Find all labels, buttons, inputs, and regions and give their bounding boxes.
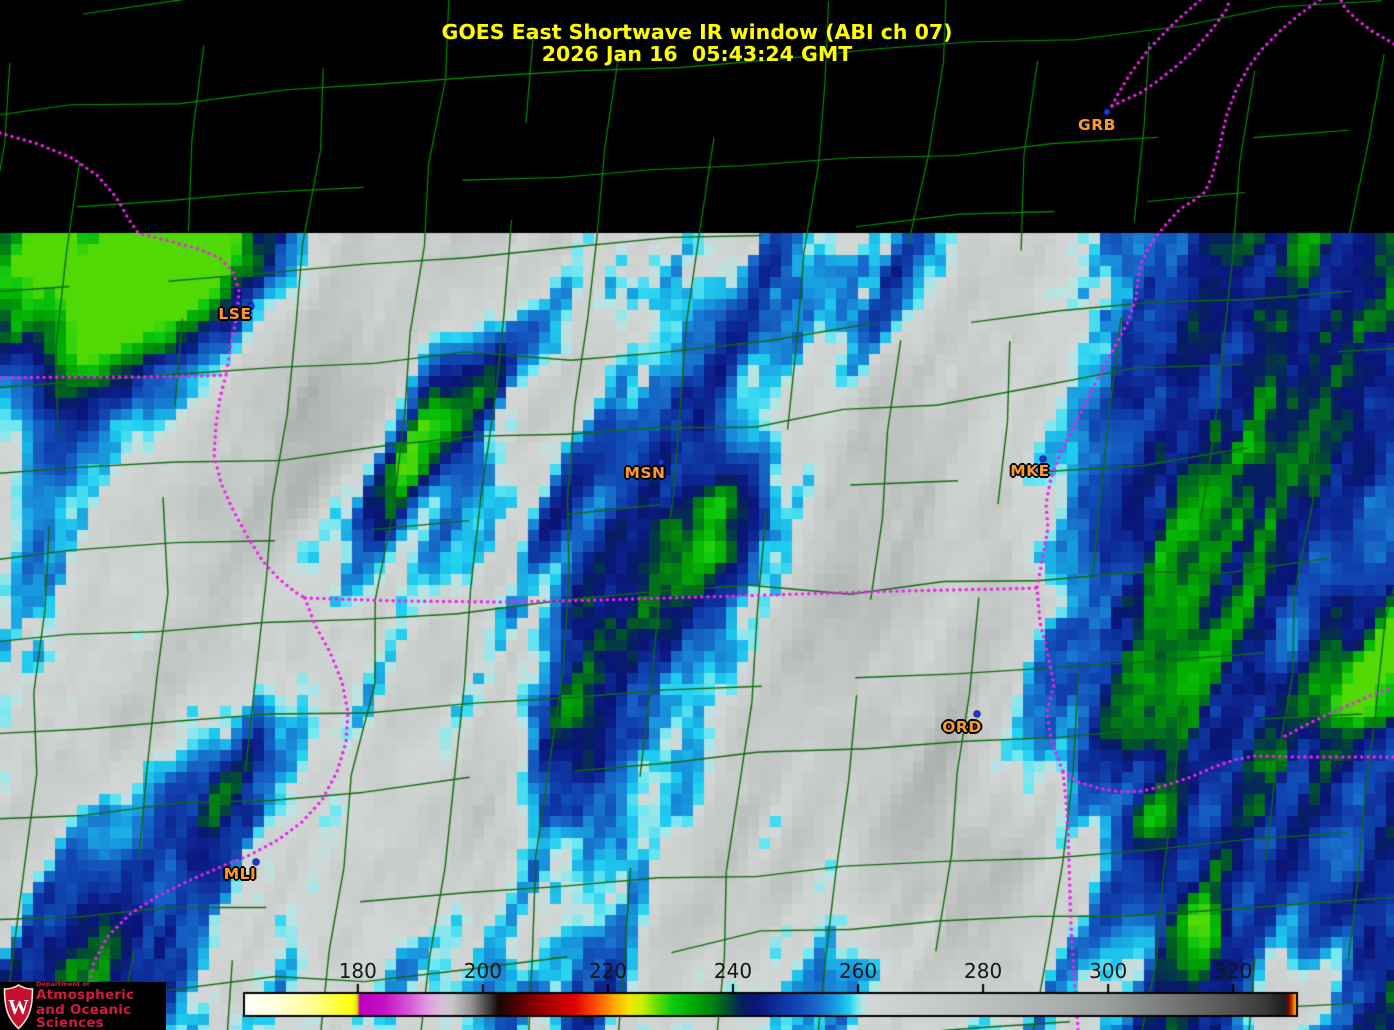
goes-satellite-viewer: GOES East Shortwave IR window (ABI ch 07… xyxy=(0,0,1394,1030)
satellite-imagery-canvas xyxy=(0,0,1394,1030)
